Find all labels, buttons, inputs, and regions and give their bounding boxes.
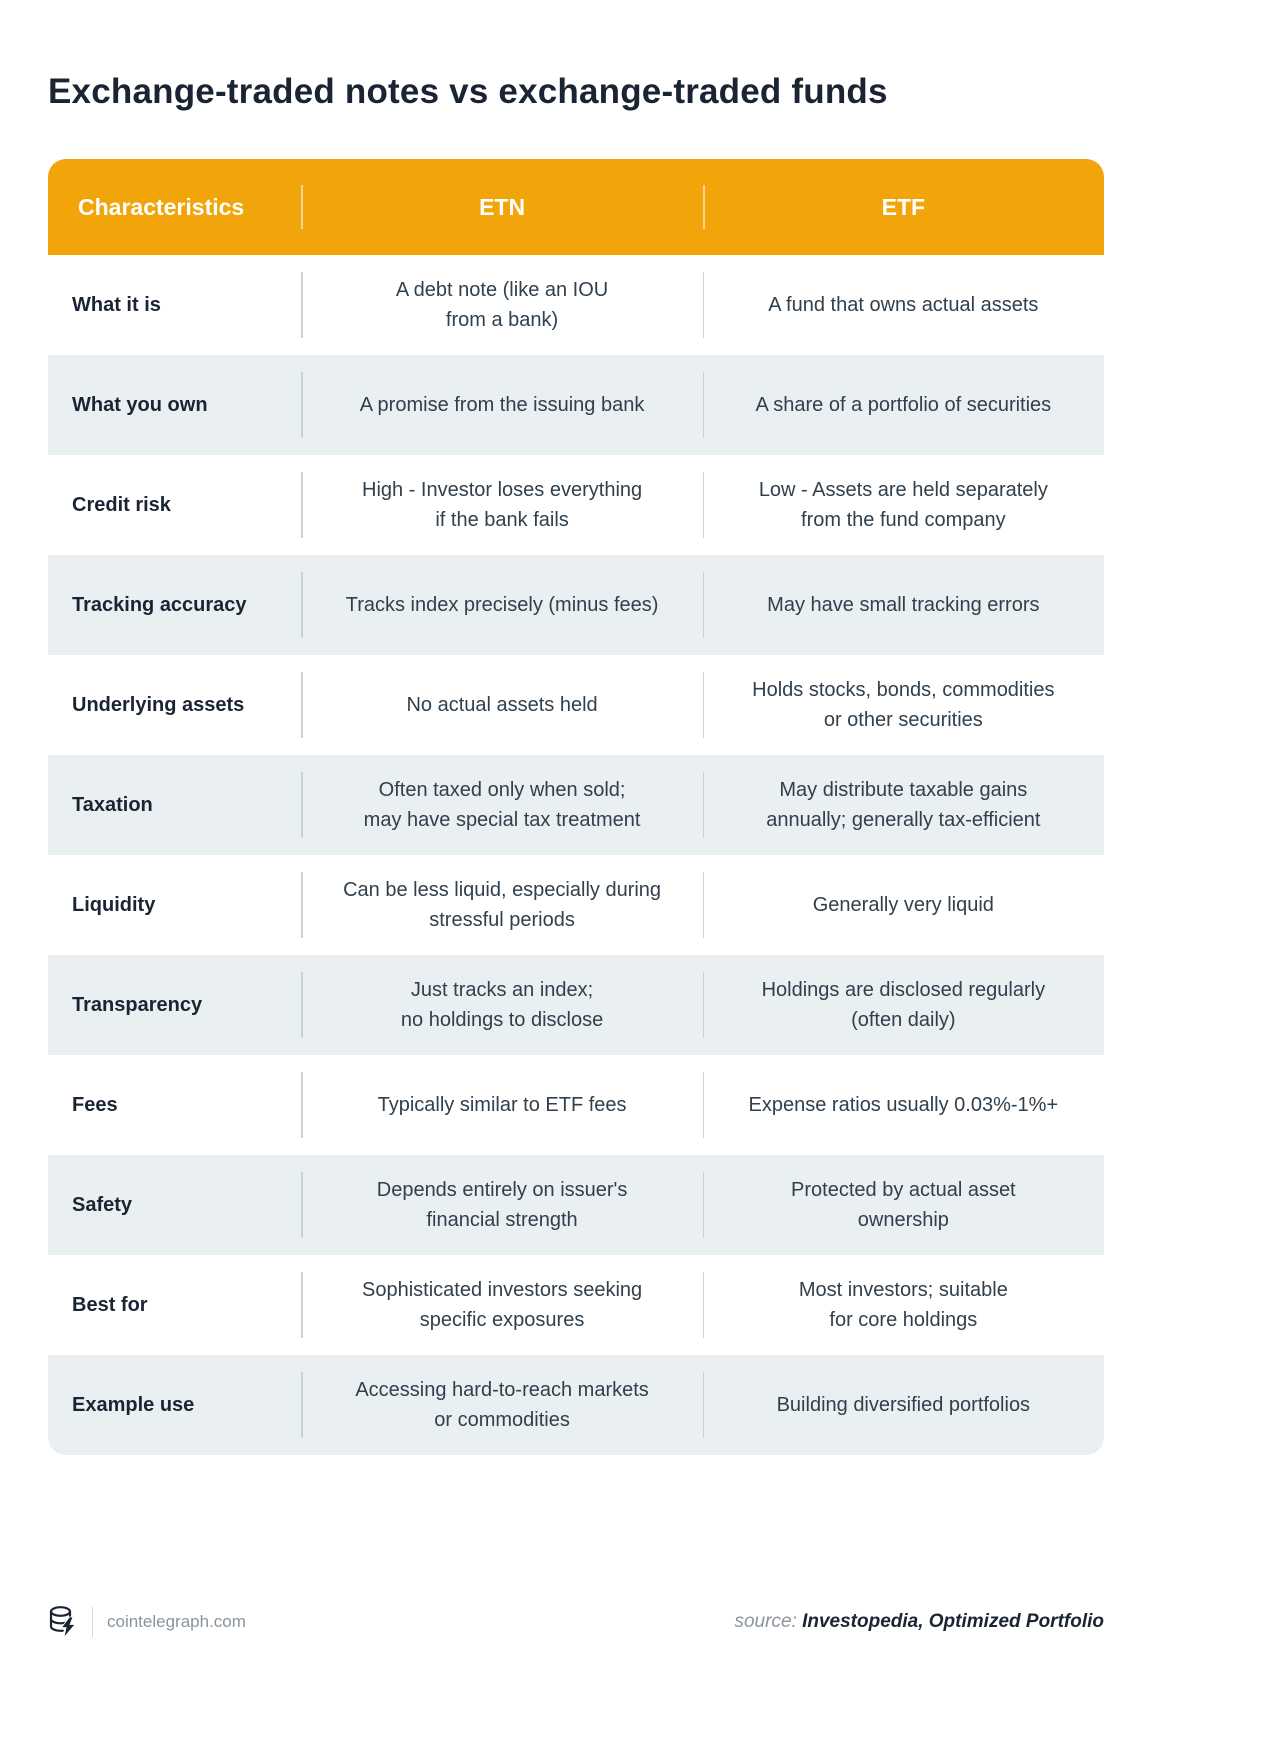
etn-cell: Sophisticated investors seeking specific…	[301, 1255, 702, 1355]
etn-cell: Often taxed only when sold; may have spe…	[301, 755, 702, 855]
row-label: Example use	[72, 1393, 195, 1416]
etn-cell: A promise from the issuing bank	[301, 355, 702, 455]
etf-cell: Most investors; suitable for core holdin…	[702, 1255, 1104, 1355]
etf-cell: May distribute taxable gains annually; g…	[702, 755, 1104, 855]
table-row-transparency: Transparency Just tracks an index; no ho…	[48, 955, 1104, 1056]
etn-cell: Can be less liquid, especially during st…	[301, 855, 702, 955]
comparison-table: Characteristics ETN ETF What it is A deb…	[48, 159, 1104, 1456]
brand-url: cointelegraph.com	[107, 1612, 246, 1632]
table-row-underlying-assets: Underlying assets No actual assets held …	[48, 655, 1104, 756]
etn-cell: A debt note (like an IOU from a bank)	[301, 255, 702, 355]
page: Exchange-traded notes vs exchange-traded…	[48, 72, 1104, 1639]
row-label: Tracking accuracy	[72, 593, 247, 616]
etn-cell: Just tracks an index; no holdings to dis…	[301, 955, 702, 1055]
etn-cell: Accessing hard-to-reach markets or commo…	[301, 1355, 702, 1455]
etf-cell: A share of a portfolio of securities	[702, 355, 1104, 455]
table-row-fees: Fees Typically similar to ETF fees Expen…	[48, 1055, 1104, 1156]
etf-cell: Expense ratios usually 0.03%-1%+	[702, 1055, 1104, 1155]
etf-cell: Generally very liquid	[702, 855, 1104, 955]
etf-cell: Holdings are disclosed regularly (often …	[702, 955, 1104, 1055]
table-row-safety: Safety Depends entirely on issuer's fina…	[48, 1155, 1104, 1256]
row-label: Fees	[72, 1093, 118, 1116]
source-label: source:	[734, 1611, 797, 1633]
etn-cell: Typically similar to ETF fees	[301, 1055, 702, 1155]
table-row-credit-risk: Credit risk High - Investor loses everyt…	[48, 455, 1104, 556]
source-value: Investopedia, Optimized Portfolio	[802, 1611, 1104, 1633]
table-row-liquidity: Liquidity Can be less liquid, especially…	[48, 855, 1104, 956]
row-label: What you own	[72, 393, 208, 416]
table-row-best-for: Best for Sophisticated investors seeking…	[48, 1255, 1104, 1356]
table-row-what-it-is: What it is A debt note (like an IOU from…	[48, 255, 1104, 356]
etf-cell: May have small tracking errors	[702, 555, 1104, 655]
row-label: Best for	[72, 1293, 148, 1316]
table-row-taxation: Taxation Often taxed only when sold; may…	[48, 755, 1104, 856]
etn-cell: High - Investor loses everything if the …	[301, 455, 702, 555]
header-etf: ETF	[702, 159, 1104, 255]
row-label: Underlying assets	[72, 693, 245, 716]
table-row-example-use: Example use Accessing hard-to-reach mark…	[48, 1355, 1104, 1456]
etf-cell: Protected by actual asset ownership	[702, 1155, 1104, 1255]
etn-cell: Tracks index precisely (minus fees)	[301, 555, 702, 655]
page-title: Exchange-traded notes vs exchange-traded…	[48, 72, 888, 112]
table-header: Characteristics ETN ETF	[48, 159, 1104, 256]
etn-cell: Depends entirely on issuer's financial s…	[301, 1155, 702, 1255]
etf-cell: Building diversified portfolios	[702, 1355, 1104, 1455]
row-label: What it is	[72, 293, 161, 316]
row-label: Taxation	[72, 793, 153, 816]
etn-cell: No actual assets held	[301, 655, 702, 755]
etf-cell: A fund that owns actual assets	[702, 255, 1104, 355]
brand: cointelegraph.com	[48, 1605, 246, 1639]
table-row-tracking-accuracy: Tracking accuracy Tracks index precisely…	[48, 555, 1104, 656]
footer: cointelegraph.com source: Investopedia, …	[48, 1605, 1104, 1639]
cointelegraph-logo	[49, 1606, 76, 1639]
etf-cell: Low - Assets are held separately from th…	[702, 455, 1104, 555]
etf-cell: Holds stocks, bonds, commodities or othe…	[702, 655, 1104, 755]
brand-divider	[92, 1607, 93, 1638]
row-label: Safety	[72, 1193, 133, 1216]
row-label: Liquidity	[72, 893, 156, 916]
row-label: Transparency	[72, 993, 203, 1016]
source-attribution: source: Investopedia, Optimized Portfoli…	[734, 1611, 1104, 1633]
header-etn: ETN	[301, 159, 702, 255]
row-label: Credit risk	[72, 493, 171, 516]
header-characteristics: Characteristics	[78, 193, 245, 220]
table-row-what-you-own: What you own A promise from the issuing …	[48, 355, 1104, 456]
